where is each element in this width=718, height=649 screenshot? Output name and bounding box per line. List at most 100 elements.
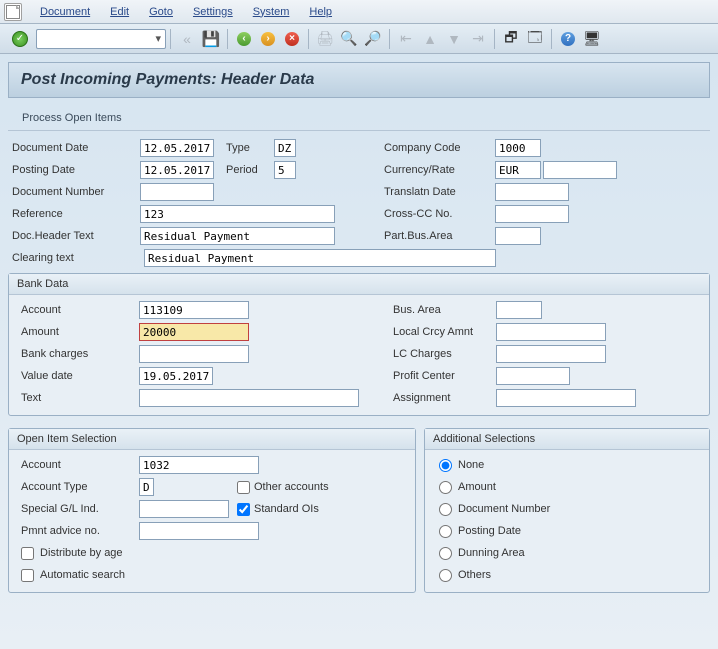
input-type[interactable] [274, 139, 296, 157]
label-lc-charges: LC Charges [381, 348, 496, 360]
label-radio-others: Others [458, 569, 491, 581]
radio-others[interactable] [439, 569, 452, 582]
menu-help[interactable]: Help [299, 4, 342, 20]
label-document-number: Document Number [8, 186, 140, 198]
menu-goto[interactable]: Goto [139, 4, 183, 20]
input-value-date[interactable] [139, 367, 213, 385]
input-pmnt-advice-no[interactable] [139, 522, 259, 540]
app-icon[interactable] [4, 3, 22, 21]
back-arrow-icon[interactable]: « [176, 28, 198, 50]
exit-button[interactable]: › [257, 28, 279, 50]
input-cross-cc-no[interactable] [495, 205, 569, 223]
label-amount: Amount [9, 326, 139, 338]
radio-posting-date[interactable] [439, 525, 452, 538]
input-profit-center[interactable] [496, 367, 570, 385]
label-bank-text: Text [9, 392, 139, 404]
label-other-accounts: Other accounts [254, 481, 329, 493]
label-radio-amount: Amount [458, 481, 496, 493]
input-ois-account[interactable] [139, 456, 259, 474]
header-fields: Document Date Type Posting Date Period D… [8, 137, 710, 247]
label-ois-account: Account [9, 459, 139, 471]
enter-button[interactable]: ✓ [9, 28, 31, 50]
cancel-button[interactable]: × [281, 28, 303, 50]
open-item-selection-title: Open Item Selection [9, 429, 415, 450]
customize-icon[interactable]: 🖥 [581, 28, 603, 50]
page-title: Post Incoming Payments: Header Data [8, 62, 710, 98]
menu-edit[interactable]: Edit [100, 4, 139, 20]
input-special-gl-ind[interactable] [139, 500, 229, 518]
find-icon: 🔍 [338, 28, 360, 50]
new-session-icon[interactable]: 🗗 [500, 28, 522, 50]
open-item-selection-group: Open Item Selection Account Account Type… [8, 428, 416, 593]
label-company-code: Company Code [380, 142, 495, 154]
input-reference[interactable] [140, 205, 335, 223]
input-account-type[interactable] [139, 478, 154, 496]
process-open-items-link[interactable]: Process Open Items [8, 106, 710, 131]
input-part-bus-area[interactable] [495, 227, 541, 245]
first-page-icon: ⇤ [395, 28, 417, 50]
label-pmnt-advice-no: Pmnt advice no. [9, 525, 139, 537]
label-part-bus-area: Part.Bus.Area [380, 230, 495, 242]
label-local-crcy-amnt: Local Crcy Amnt [381, 326, 496, 338]
input-rate[interactable] [543, 161, 617, 179]
checkbox-other-accounts[interactable] [237, 481, 250, 494]
label-cross-cc-no: Cross-CC No. [380, 208, 495, 220]
print-icon: 🖨 [314, 28, 336, 50]
label-radio-document-number: Document Number [458, 503, 550, 515]
input-doc-header-text[interactable] [140, 227, 335, 245]
input-currency[interactable] [495, 161, 541, 179]
input-document-date[interactable] [140, 139, 214, 157]
label-bank-account: Account [9, 304, 139, 316]
additional-selections-title: Additional Selections [425, 429, 709, 450]
input-assignment[interactable] [496, 389, 636, 407]
input-bank-charges[interactable] [139, 345, 249, 363]
label-assignment: Assignment [381, 392, 496, 404]
label-radio-dunning-area: Dunning Area [458, 547, 525, 559]
input-bank-account[interactable] [139, 301, 249, 319]
bank-data-title: Bank Data [9, 274, 709, 295]
checkbox-automatic-search[interactable] [21, 569, 34, 582]
input-clearing-text[interactable] [144, 249, 496, 267]
command-field[interactable] [36, 29, 166, 49]
input-bus-area[interactable] [496, 301, 542, 319]
label-document-date: Document Date [8, 142, 140, 154]
label-doc-header-text: Doc.Header Text [8, 230, 140, 242]
shortcut-icon[interactable]: 🗔 [524, 28, 546, 50]
label-profit-center: Profit Center [381, 370, 496, 382]
label-currency-rate: Currency/Rate [380, 164, 495, 176]
radio-amount[interactable] [439, 481, 452, 494]
label-translatn-date: Translatn Date [380, 186, 495, 198]
input-amount[interactable] [139, 323, 249, 341]
find-next-icon: 🔎 [362, 28, 384, 50]
input-posting-date[interactable] [140, 161, 214, 179]
input-translatn-date[interactable] [495, 183, 569, 201]
help-icon[interactable]: ? [557, 28, 579, 50]
input-company-code[interactable] [495, 139, 541, 157]
additional-selections-group: Additional Selections None Amount Docume… [424, 428, 710, 593]
label-period: Period [214, 164, 274, 176]
radio-dunning-area[interactable] [439, 547, 452, 560]
label-automatic-search: Automatic search [40, 569, 125, 581]
input-period[interactable] [274, 161, 296, 179]
input-document-number[interactable] [140, 183, 214, 201]
label-radio-none: None [458, 459, 484, 471]
input-local-crcy-amnt[interactable] [496, 323, 606, 341]
radio-none[interactable] [439, 459, 452, 472]
label-posting-date: Posting Date [8, 164, 140, 176]
menu-settings[interactable]: Settings [183, 4, 243, 20]
menu-system[interactable]: System [243, 4, 300, 20]
input-lc-charges[interactable] [496, 345, 606, 363]
label-value-date: Value date [9, 370, 139, 382]
menu-document[interactable]: Document [30, 4, 100, 20]
next-page-icon: ▼ [443, 28, 465, 50]
save-icon[interactable]: 💾 [200, 28, 222, 50]
label-special-gl-ind: Special G/L Ind. [9, 503, 139, 515]
radio-document-number[interactable] [439, 503, 452, 516]
back-button[interactable]: ‹ [233, 28, 255, 50]
input-bank-text[interactable] [139, 389, 359, 407]
checkbox-standard-ois[interactable] [237, 503, 250, 516]
label-standard-ois: Standard OIs [254, 503, 319, 515]
label-type: Type [214, 142, 274, 154]
toolbar: ✓ « 💾 ‹ › × 🖨 🔍 🔎 ⇤ ▲ ▼ ⇥ 🗗 🗔 ? 🖥 [0, 24, 718, 54]
checkbox-distribute-by-age[interactable] [21, 547, 34, 560]
